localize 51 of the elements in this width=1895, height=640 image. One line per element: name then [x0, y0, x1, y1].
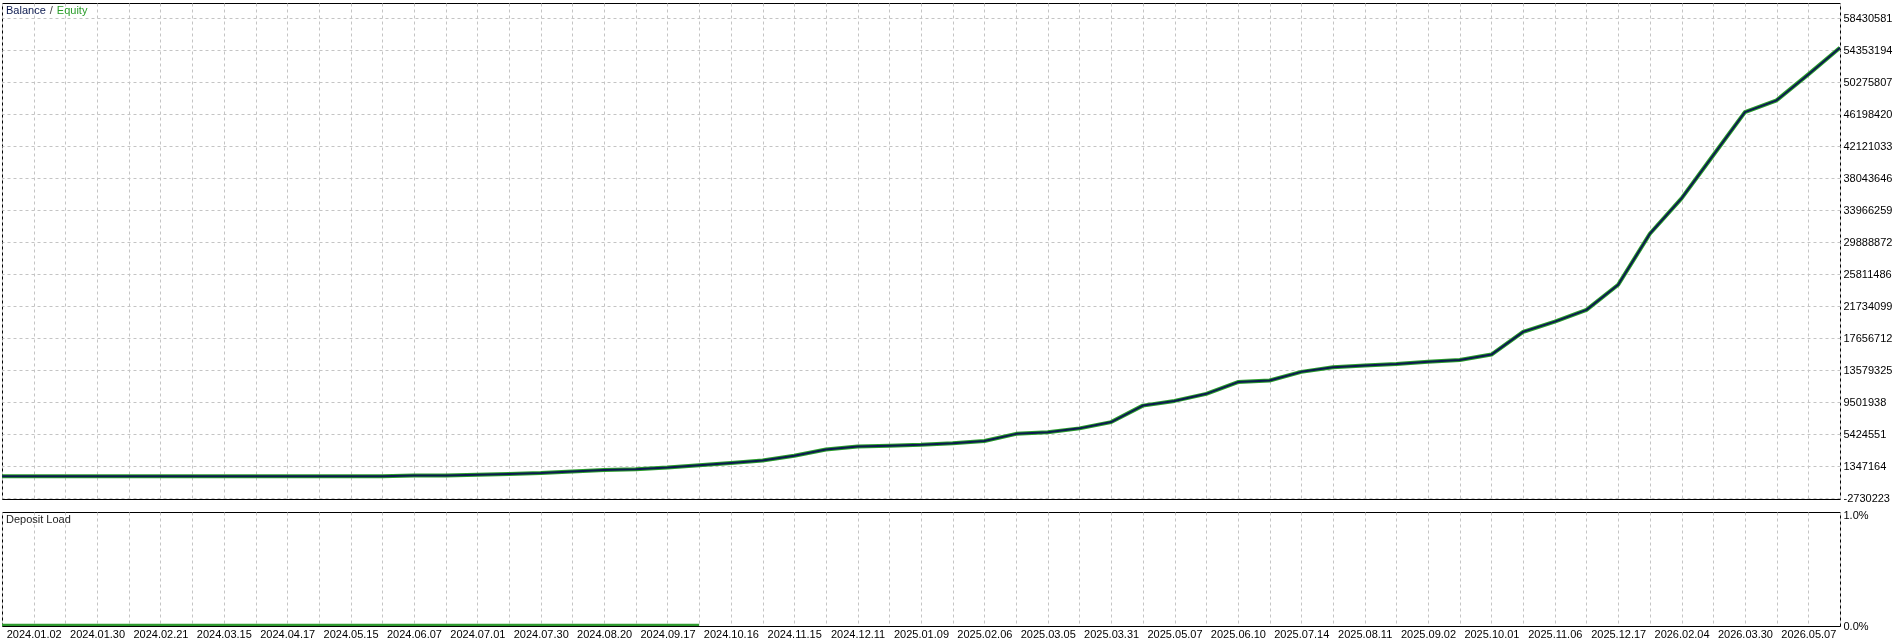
- y-tick-label: 1.0%: [1843, 508, 1869, 521]
- x-tick-label: 2024.03.15: [196, 627, 252, 640]
- y-tick-label: 38043646: [1843, 171, 1893, 184]
- y-tick-label: 5424551: [1843, 427, 1887, 440]
- x-tick-label: 2025.11.06: [1528, 627, 1583, 640]
- y-tick-label: 58430581: [1843, 11, 1893, 24]
- x-tick-label: 2025.12.17: [1591, 627, 1647, 640]
- x-tick-label: 2026.03.30: [1717, 627, 1773, 640]
- x-tick-label: 2025.03.05: [1020, 627, 1076, 640]
- x-tick-label: 2024.12.11: [831, 627, 886, 640]
- y-tick-label: 0.0%: [1843, 619, 1869, 632]
- x-tick-label: 2025.10.01: [1464, 627, 1520, 640]
- x-tick-label: 2024.08.20: [577, 627, 633, 640]
- x-tick-label: 2024.07.30: [513, 627, 569, 640]
- y-tick-label: 13579325: [1843, 363, 1893, 376]
- x-tick-label: 2025.08.11: [1338, 627, 1393, 640]
- x-tick-label: 2025.01.09: [893, 627, 950, 640]
- y-tick-label: 1347164: [1843, 459, 1887, 472]
- x-tick-label: 2024.06.07: [386, 627, 442, 640]
- x-tick-label: 2025.03.31: [1084, 627, 1140, 640]
- x-tick-label: 2025.07.14: [1274, 627, 1330, 640]
- x-tick-label: 2025.06.10: [1210, 627, 1266, 640]
- x-tick-label: 2025.05.07: [1147, 627, 1203, 640]
- x-tick-label: 2024.10.16: [703, 627, 759, 640]
- y-tick-label: 42121033: [1843, 139, 1893, 152]
- x-tick-label: 2024.07.01: [450, 627, 506, 640]
- x-tick-label: 2024.11.15: [767, 627, 822, 640]
- x-tick-label: 2024.09.17: [640, 627, 696, 640]
- y-tick-label: 50275807: [1843, 75, 1893, 88]
- x-tick-label: 2025.09.02: [1401, 627, 1457, 640]
- text: Balance: [6, 4, 46, 16]
- x-tick-label: 2025.02.06: [957, 627, 1013, 640]
- annotation: /: [49, 4, 54, 16]
- y-tick-label: 46198420: [1843, 107, 1893, 120]
- y-tick-label: 17656712: [1843, 331, 1893, 344]
- chart-title: Deposit Load: [6, 513, 71, 525]
- y-tick-label: 33966259: [1843, 203, 1893, 216]
- x-tick-label: 2024.05.15: [323, 627, 379, 640]
- y-tick-label: 29888872: [1843, 235, 1893, 248]
- y-tick-label: 25811486: [1843, 267, 1892, 280]
- y-tick-label: 9501938: [1843, 395, 1887, 408]
- text: Equity: [56, 4, 88, 16]
- x-tick-label: 2026.02.04: [1654, 627, 1710, 640]
- y-tick-label: 21734099: [1843, 299, 1893, 312]
- x-tick-label: 2026.05.07: [1781, 627, 1837, 640]
- x-tick-label: 2024.01.02: [6, 627, 62, 640]
- y-tick-label: 54353194: [1843, 43, 1893, 56]
- x-tick-label: 2024.04.17: [260, 627, 316, 640]
- x-tick-label: 2024.02.21: [133, 627, 189, 640]
- x-tick-label: 2024.01.30: [70, 627, 126, 640]
- y-tick-label: -2730223: [1843, 491, 1890, 504]
